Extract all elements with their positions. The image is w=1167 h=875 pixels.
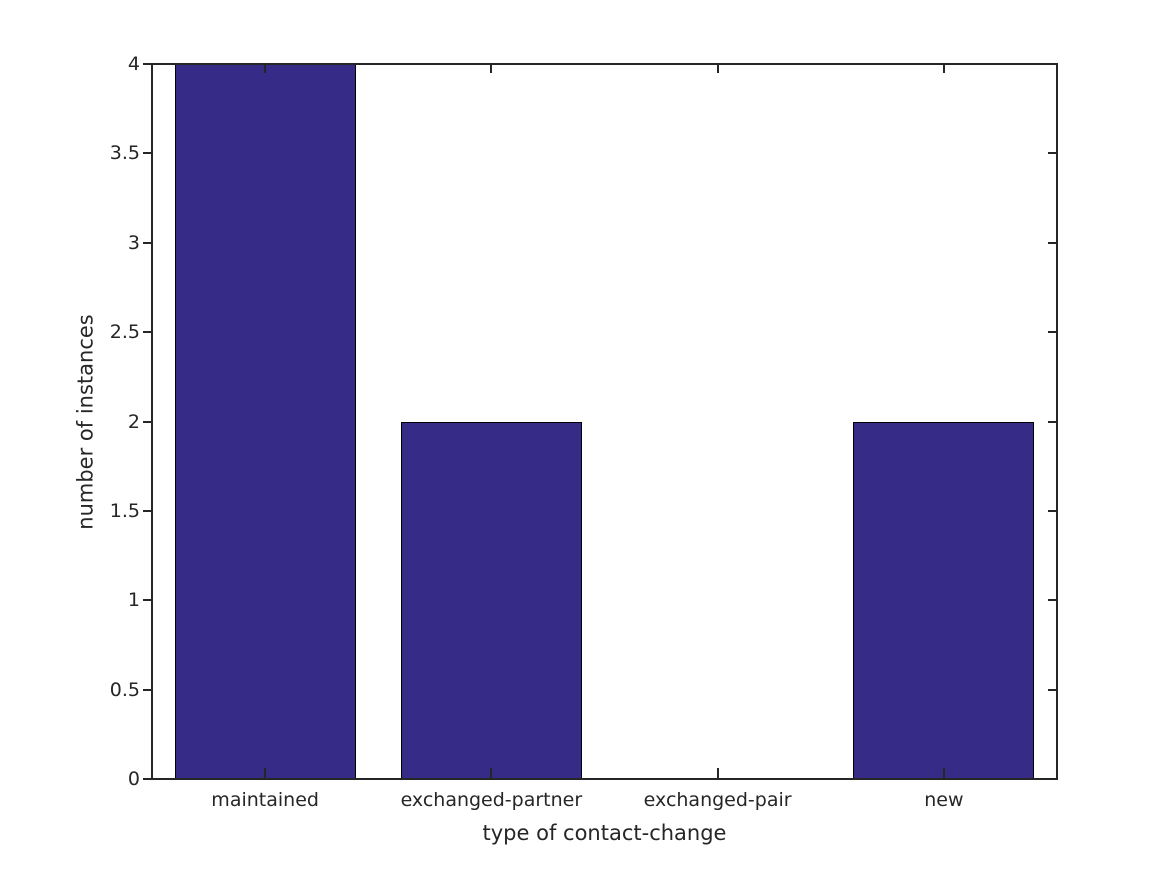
x-tick-label-new: new — [924, 789, 964, 811]
y-tick-right — [1048, 63, 1057, 65]
y-tick-left — [143, 420, 152, 423]
y-tick-right — [1048, 688, 1057, 691]
y-tick-label: 1 — [127, 589, 140, 612]
bar-maintained — [174, 64, 356, 779]
y-tick-left — [143, 599, 152, 602]
x-tick-top — [264, 64, 267, 73]
bar-exchanged-partner — [400, 421, 582, 779]
y-tick-label: 0 — [127, 768, 140, 790]
x-tick-top — [490, 64, 493, 73]
y-tick-label: 3 — [127, 231, 140, 254]
y-axis-label: number of instances — [73, 313, 98, 530]
y-tick-right — [1048, 599, 1057, 602]
x-tick-top — [716, 64, 719, 73]
y-tick-label: 0.5 — [109, 678, 140, 701]
y-tick-right — [1048, 331, 1057, 334]
y-tick-label: 1.5 — [109, 499, 140, 522]
y-tick-right — [1048, 420, 1057, 423]
y-tick-left — [143, 152, 152, 155]
y-tick-right — [1048, 778, 1057, 780]
y-tick-label: 3.5 — [109, 142, 140, 165]
y-tick-left — [143, 331, 152, 334]
y-tick-label: 2.5 — [109, 321, 140, 344]
x-tick-top — [942, 64, 945, 73]
x-tick-bottom — [264, 768, 267, 779]
y-tick-right — [1048, 152, 1057, 155]
x-tick-bottom — [942, 768, 945, 779]
y-tick-left — [143, 778, 152, 780]
x-tick-bottom — [490, 768, 493, 779]
y-tick-left — [143, 688, 152, 691]
x-tick-label-exchanged-partner: exchanged-partner — [400, 789, 583, 811]
y-tick-left — [143, 241, 152, 244]
y-tick-label: 4 — [127, 53, 140, 75]
x-tick-label-maintained: maintained — [211, 789, 319, 811]
x-tick-bottom — [716, 768, 719, 779]
y-tick-left — [143, 509, 152, 512]
y-tick-label: 2 — [127, 410, 140, 433]
plot-area — [151, 63, 1058, 780]
x-axis-label: type of contact-change — [482, 821, 727, 845]
y-tick-left — [143, 63, 152, 65]
y-tick-right — [1048, 241, 1057, 244]
y-tick-right — [1048, 509, 1057, 512]
x-tick-label-exchanged-pair: exchanged-pair — [643, 789, 792, 811]
